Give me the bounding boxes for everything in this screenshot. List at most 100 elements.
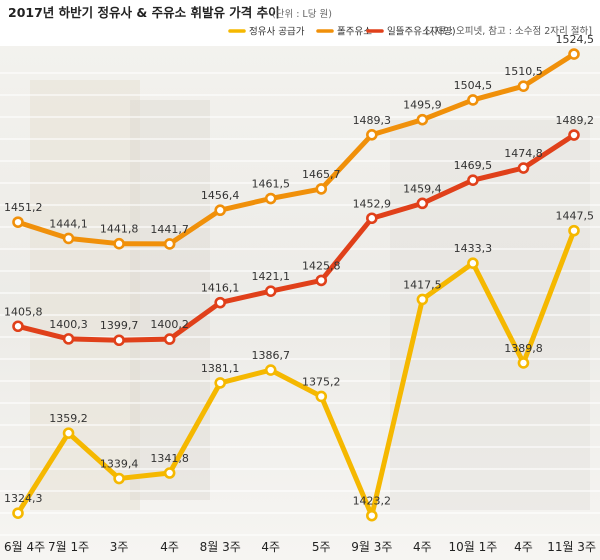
series-line xyxy=(15,51,577,247)
data-label: 1456,4 xyxy=(201,189,240,202)
legend-label: 폴주유소 xyxy=(337,27,372,38)
x-tick-label: 4주 xyxy=(514,540,533,554)
data-label: 1441,7 xyxy=(150,223,189,236)
data-point xyxy=(264,192,277,205)
data-point xyxy=(517,357,530,369)
data-label: 1399,7 xyxy=(100,319,139,332)
background-pillar xyxy=(130,100,210,500)
data-point xyxy=(517,162,530,174)
data-label: 1425,8 xyxy=(302,259,341,272)
legend: 정유사 공급가 폴주유소 일뜰주유소(자영) xyxy=(228,27,456,38)
data-label: 1375,2 xyxy=(302,375,341,388)
data-point xyxy=(62,232,75,245)
data-label: 1510,5 xyxy=(504,65,543,78)
data-point xyxy=(315,183,328,195)
source-note: [자료 : 오피넷, 참고 : 소수점 2자리 절하] xyxy=(426,25,592,37)
data-label: 1417,5 xyxy=(403,278,442,291)
data-label: 1423,2 xyxy=(353,495,392,508)
data-point xyxy=(315,390,328,403)
data-point xyxy=(214,204,226,217)
data-label: 1459,4 xyxy=(403,182,442,195)
data-label: 1474,8 xyxy=(504,147,543,160)
data-label: 1524,5 xyxy=(556,33,595,46)
x-tick-label: 9월 3주 xyxy=(351,540,392,554)
data-label: 1389,8 xyxy=(504,342,543,355)
data-points xyxy=(12,48,580,522)
data-point xyxy=(366,212,378,225)
data-label: 1444,1 xyxy=(49,217,88,230)
legend-label: 일뜰주유소(자영) xyxy=(387,27,456,38)
data-point xyxy=(568,129,580,141)
data-label: 1489,3 xyxy=(353,114,392,127)
data-label: 1451,2 xyxy=(4,201,43,214)
x-tick-label: 7월 1주 xyxy=(48,540,89,554)
data-point xyxy=(214,296,226,309)
x-tick-label: 3주 xyxy=(110,540,129,554)
data-label: 1416,1 xyxy=(201,282,240,295)
data-label: 1452,9 xyxy=(353,197,392,210)
data-label: 1461,5 xyxy=(251,178,290,191)
data-point xyxy=(113,472,125,485)
data-label: 1447,5 xyxy=(556,210,595,223)
data-point xyxy=(416,293,429,306)
data-point xyxy=(12,216,24,228)
x-tick-label: 8월 3주 xyxy=(200,540,241,554)
x-tick-label: 11월 3주 xyxy=(547,540,596,554)
series-line xyxy=(15,132,577,343)
data-label: 1400,3 xyxy=(49,318,88,331)
data-point xyxy=(416,113,429,126)
data-label: 1489,2 xyxy=(556,114,595,127)
data-label: 1381,1 xyxy=(201,362,240,375)
data-label: 1495,9 xyxy=(403,99,442,112)
series-line xyxy=(15,228,577,519)
data-point xyxy=(163,333,176,345)
data-point xyxy=(517,80,530,92)
data-label: 1359,2 xyxy=(49,412,88,425)
data-label: 1465,7 xyxy=(302,168,341,181)
data-label: 1441,8 xyxy=(100,223,139,236)
data-label: 1504,5 xyxy=(454,79,493,92)
data-label: 1341,8 xyxy=(150,452,189,465)
data-label: 1339,4 xyxy=(100,458,139,471)
data-point xyxy=(416,197,429,210)
data-point xyxy=(264,364,277,376)
data-label: 1405,8 xyxy=(4,305,43,318)
x-tick-label: 6월 4주 xyxy=(4,540,45,554)
title-bar xyxy=(0,0,600,46)
data-point xyxy=(113,237,125,250)
data-label: 1324,3 xyxy=(4,492,43,505)
data-point xyxy=(264,285,277,297)
data-label: 1386,7 xyxy=(251,349,290,362)
x-tick-label: 4주 xyxy=(261,540,280,554)
x-tick-label: 10월 1주 xyxy=(449,540,498,554)
data-point xyxy=(214,377,226,389)
data-point xyxy=(113,334,125,347)
background-building xyxy=(30,80,140,510)
data-label: 1400,2 xyxy=(150,318,189,331)
data-point xyxy=(163,238,176,250)
data-point xyxy=(62,427,75,439)
x-tick-label: 5주 xyxy=(312,540,331,554)
x-axis-ticks: 6월 4주 7월 1주 3주 4주 8월 3주 4주 5주 9월 3주 4주 10월 1주 4주 11… xyxy=(4,540,596,554)
data-labels: 1324,3 1359,2 1339,4 1341,8 1381,1 1386,7 1375… xyxy=(4,33,594,508)
data-point xyxy=(62,333,75,345)
data-label: 1421,1 xyxy=(251,270,290,283)
data-point xyxy=(467,94,479,106)
x-tick-label: 4주 xyxy=(413,540,432,554)
data-label: 1433,3 xyxy=(454,242,493,255)
data-label: 1469,5 xyxy=(454,159,493,172)
data-point xyxy=(366,128,378,141)
data-point xyxy=(467,257,479,270)
data-point xyxy=(12,507,24,519)
data-point xyxy=(12,320,24,333)
unit-label: (단위 : L당 원) xyxy=(272,8,332,20)
legend-label: 정유사 공급가 xyxy=(249,27,305,38)
series-lines xyxy=(15,51,577,519)
chart-title: 2017년 하반기 정유사 & 주유소 휘발유 가격 추이 xyxy=(8,5,280,20)
x-tick-label: 4주 xyxy=(160,540,179,554)
data-point xyxy=(568,48,580,60)
data-point xyxy=(568,224,580,237)
data-point xyxy=(163,467,176,479)
